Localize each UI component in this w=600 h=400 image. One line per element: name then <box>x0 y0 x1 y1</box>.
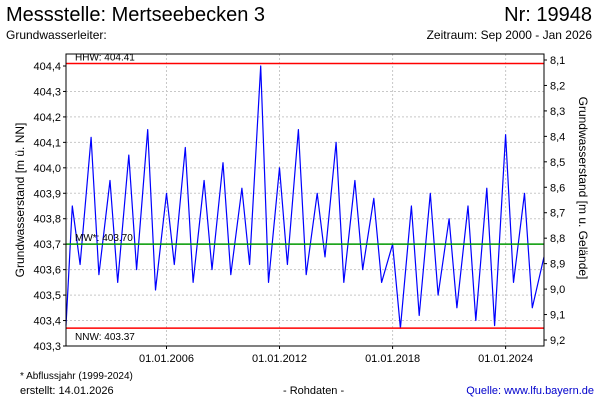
x-tick-label: 01.01.2006 <box>139 353 194 365</box>
y-tick-left-label: 404,4 <box>33 61 61 73</box>
chart-title: Messstelle: Mertseebecken 3 <box>6 4 266 26</box>
y-tick-left-label: 403,4 <box>33 316 61 328</box>
y-tick-right-label: 8,8 <box>550 233 565 245</box>
y-tick-left-label: 404,1 <box>33 137 61 149</box>
y-tick-left-label: 404,0 <box>33 163 61 175</box>
x-tick-label: 01.01.2012 <box>252 353 307 365</box>
aquifer-label: Grundwasserleiter: <box>6 28 107 42</box>
reference-lines: HHW: 404.41 MW*: 403.70 NNW: 403.37 <box>66 52 544 343</box>
y-tick-left-label: 403,3 <box>33 341 61 353</box>
y-tick-right-label: 8,6 <box>550 182 565 194</box>
y-tick-right-label: 8,3 <box>550 106 565 118</box>
x-axis-ticks: 01.01.2006 01.01.2012 01.01.2018 01.01.2024 <box>139 346 533 365</box>
station-number: Nr: 19948 <box>504 4 592 26</box>
y-tick-right-label: 8,2 <box>550 80 565 92</box>
raw-data-label: - Rohdaten - <box>283 385 345 397</box>
period-label: Zeitraum: Sep 2000 - Jan 2026 <box>426 28 592 42</box>
plot-frame <box>65 53 545 347</box>
footnote: * Abflussjahr (1999-2024) <box>20 371 133 382</box>
y-tick-right-label: 8,1 <box>550 55 565 67</box>
y-axis-left-ticks: 404,4 404,3 404,2 404,1 404,0 403,9 403,8 403,7… <box>33 61 66 353</box>
source-link[interactable]: Quelle: www.lfu.bayern.de <box>466 385 594 397</box>
series-group <box>65 65 545 329</box>
x-tick-label: 01.01.2024 <box>478 353 533 365</box>
reference-line-label: NNW: 403.37 <box>75 332 135 343</box>
y-tick-right-label: 8,5 <box>550 157 565 169</box>
series-line-0 <box>65 65 545 329</box>
created-date: erstellt: 14.01.2026 <box>20 385 114 397</box>
y-tick-left-label: 403,9 <box>33 188 61 200</box>
y-tick-right-label: 8,9 <box>550 259 565 271</box>
x-tick-label: 01.01.2018 <box>365 353 420 365</box>
y-tick-left-label: 404,3 <box>33 86 61 98</box>
y-tick-left-label: 403,7 <box>33 239 61 251</box>
y-tick-left-label: 403,5 <box>33 290 61 302</box>
plot-area-background <box>66 54 544 346</box>
y-axis-right-ticks: 8,1 8,2 8,3 8,4 8,5 8,6 8,7 8,8 8,9 9,0 9,1 9,2 <box>544 55 565 347</box>
y-tick-right-label: 9,1 <box>550 310 565 322</box>
y-axis-left-title: Grundwasserstand [m ü. NN] <box>13 123 27 278</box>
y-axis-right-title: Grundwasserstand [m u. Gelände] <box>576 97 590 280</box>
y-tick-right-label: 8,7 <box>550 208 565 220</box>
reference-line-label: HHW: 404.41 <box>75 52 135 63</box>
y-tick-right-label: 9,2 <box>550 335 565 347</box>
grid <box>66 54 544 346</box>
y-tick-right-label: 9,0 <box>550 284 565 296</box>
y-tick-left-label: 404,2 <box>33 112 61 124</box>
y-tick-left-label: 403,8 <box>33 214 61 226</box>
y-tick-left-label: 403,6 <box>33 265 61 277</box>
reference-line-label: MW*: 403.70 <box>75 233 133 244</box>
y-tick-right-label: 8,4 <box>550 131 565 143</box>
